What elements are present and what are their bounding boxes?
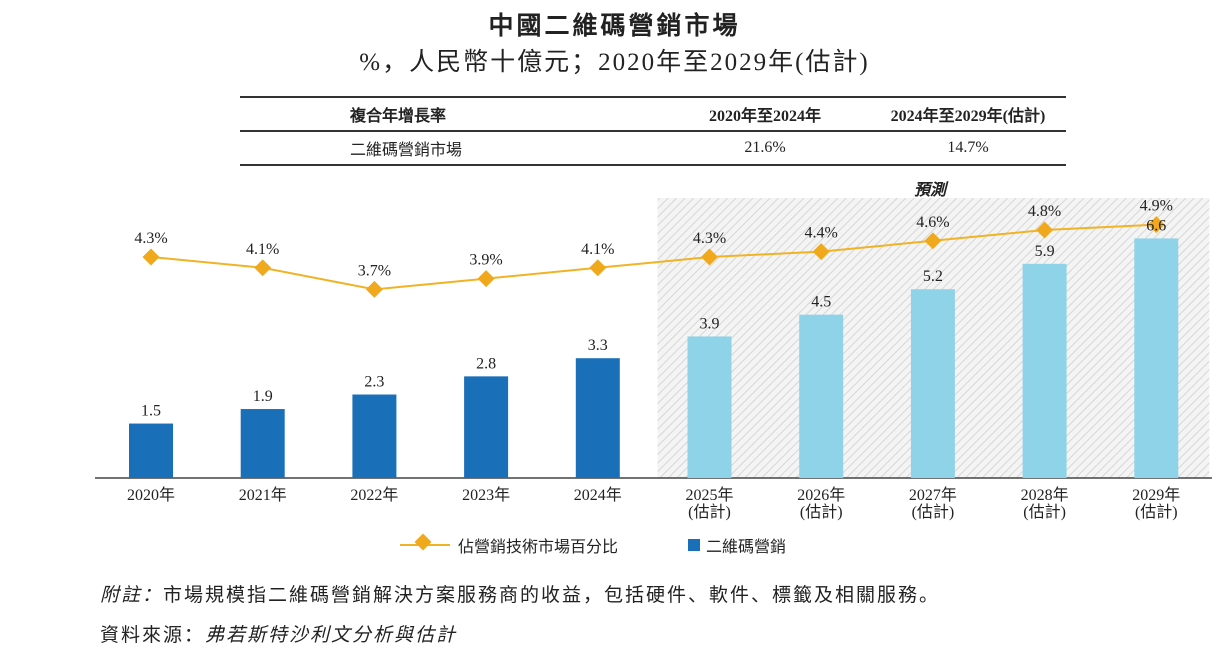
legend-label-line: 佔營銷技術市場百分比 [458, 539, 619, 556]
source-label: 資料來源： [100, 625, 206, 646]
cagr-cell: 14.7% [947, 139, 989, 156]
bar [1022, 263, 1067, 478]
line-value-label: 4.8% [1028, 203, 1061, 220]
line-value-label: 3.9% [469, 252, 502, 269]
line-point [701, 248, 718, 266]
note-text: 市場規模指二維碼營銷解決方案服務商的收益，包括硬件、軟件、標籤及相關服務。 [163, 585, 941, 606]
source-text: 弗若斯特沙利文分析與估計 [205, 625, 458, 646]
legend-square-icon [688, 539, 701, 551]
x-tick-label: 2020年 [127, 486, 175, 504]
bar-value-label: 3.9 [700, 315, 720, 332]
line-value-label: 4.3% [693, 230, 726, 247]
line-series [150, 223, 1157, 291]
bar-value-label: 2.3 [364, 374, 384, 391]
line-point [142, 248, 160, 266]
bar [129, 423, 173, 478]
note-label: 附註： [100, 585, 164, 606]
source: 資料來源：弗若斯特沙利文分析與估計 [100, 620, 457, 647]
x-tick-label: (估計) [912, 503, 955, 521]
line-value-label: 4.6% [916, 214, 949, 231]
forecast-label: 預測 [913, 182, 946, 199]
line-point [589, 259, 607, 277]
cagr-table: 複合年增長率 2020年至2024年 2024年至2029年(估計) 二維碼營銷… [240, 96, 1066, 166]
chart-title: 中國二維碼營銷市場 [488, 13, 741, 40]
x-tick-label: 2023年 [462, 486, 510, 504]
line-value-label: 4.1% [581, 241, 614, 258]
cagr-header: 2020年至2024年 [708, 108, 821, 125]
bar [687, 336, 732, 478]
line-point [254, 259, 272, 277]
line-point [812, 243, 830, 261]
bar-value-label: 6.6 [1146, 217, 1166, 234]
x-tick-label: 2025年 [685, 486, 733, 504]
x-tick-label: (估計) [1023, 503, 1066, 521]
x-tick-label: (估計) [800, 503, 843, 521]
bar-value-label: 5.2 [923, 268, 943, 285]
line-point [477, 270, 495, 288]
bar [352, 394, 397, 478]
cagr-cell: 二維碼營銷市場 [350, 142, 463, 159]
x-tick-label: 2026年 [797, 486, 845, 504]
bar [910, 289, 955, 478]
x-tick-label: 2028年 [1021, 486, 1069, 504]
x-tick-label: 2029年 [1132, 486, 1180, 504]
bar-value-label: 4.5 [811, 294, 831, 311]
bar-value-label: 3.3 [588, 337, 608, 354]
bar-value-label: 2.8 [476, 355, 496, 372]
line-point [365, 280, 383, 298]
chart-subtitle: %，人民幣十億元；2020年至2029年(估計) [359, 49, 870, 76]
bar [240, 409, 285, 478]
bar-value-label: 5.9 [1035, 243, 1055, 260]
cagr-header-row: 複合年增長率 2020年至2024年 2024年至2029年(估計) [240, 98, 1066, 132]
bar [799, 314, 844, 478]
cagr-header: 複合年增長率 [350, 108, 447, 125]
footnote: 附註：市場規模指二維碼營銷解決方案服務商的收益，包括硬件、軟件、標籤及相關服務。 [100, 580, 940, 607]
cagr-row: 二維碼營銷市場 21.6% 14.7% [240, 132, 1066, 164]
line-value-label: 4.1% [246, 241, 279, 258]
x-tick-label: (估計) [688, 503, 731, 521]
bar-value-label: 1.5 [141, 403, 161, 420]
legend: 佔營銷技術市場百分比 二維碼營銷 [400, 533, 786, 557]
bar [575, 358, 620, 478]
bar-value-label: 1.9 [253, 388, 273, 405]
legend-label-bar: 二維碼營銷 [706, 539, 787, 556]
cagr-cell: 21.6% [744, 139, 786, 156]
line-point [924, 232, 942, 250]
bar [1134, 238, 1179, 478]
x-tick-label: (估計) [1135, 503, 1178, 521]
legend-line-diamond-icon [400, 533, 450, 551]
bar [464, 376, 509, 478]
x-tick-label: 2021年 [239, 486, 287, 504]
line-value-label: 4.3% [134, 230, 167, 247]
x-tick-label: 2027年 [909, 486, 957, 504]
cagr-header: 2024年至2029年(估計) [890, 108, 1046, 125]
line-value-label: 4.4% [805, 225, 838, 242]
line-value-label: 4.9% [1140, 198, 1173, 215]
x-tick-label: 2024年 [574, 486, 622, 504]
line-value-label: 3.7% [358, 262, 391, 279]
x-tick-label: 2022年 [350, 486, 398, 504]
